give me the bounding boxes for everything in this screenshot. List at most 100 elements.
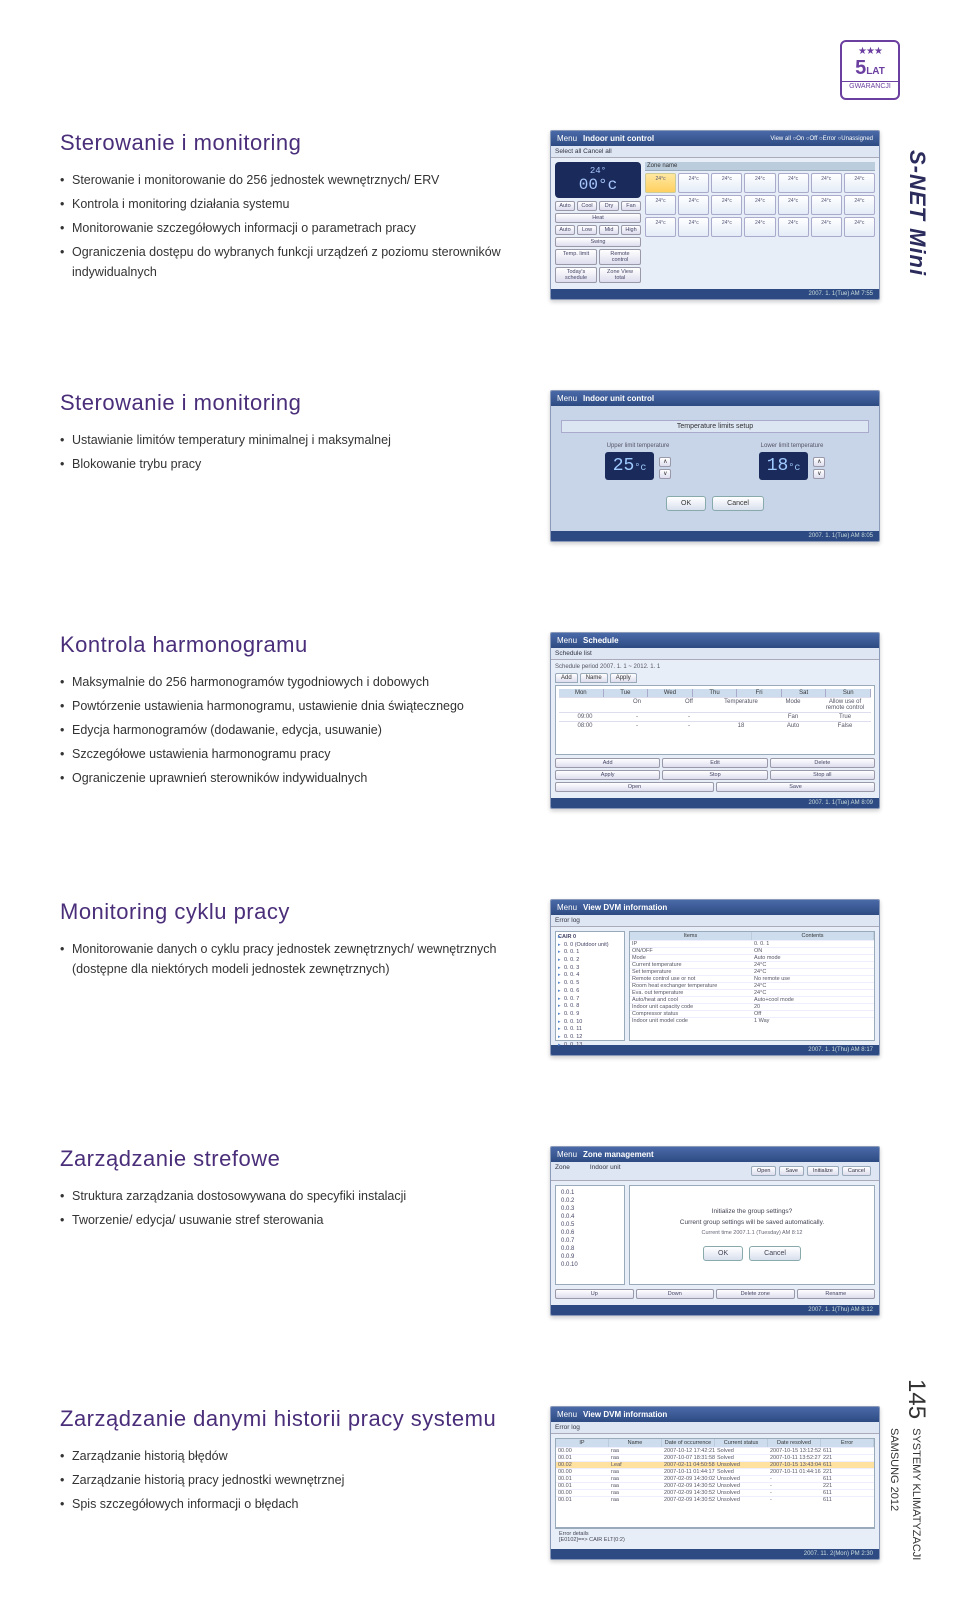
mock-indoor-control: Menu Indoor unit control View all ○On ○O… [550,130,880,300]
s6-b0: Zarządzanie historią błędów [60,1446,520,1466]
m3-tab-apply[interactable]: Apply [610,673,637,683]
m1-cell[interactable]: 24°c [678,173,709,193]
m1-btn-fan[interactable]: Fan [621,201,641,211]
s5-b0: Struktura zarządzania dostosowywana do s… [60,1186,520,1206]
side-label-page: 145 SYSTEMY KLIMATYZACJI SAMSUNG 2012 [887,1379,932,1560]
s6-title: Zarządzanie danymi historii pracy system… [60,1406,520,1432]
m1-cell[interactable]: 24°c [645,173,676,193]
m5-msg1: Initialize the group settings? [630,1208,874,1215]
down-button[interactable]: Down [636,1289,715,1299]
m1-cell[interactable]: 24°c [778,195,809,215]
m1-cell[interactable]: 24°c [811,195,842,215]
m1-cell[interactable]: 24°c [844,173,875,193]
m1-cell[interactable]: 24°c [811,217,842,237]
s1-b3: Ograniczenia dostępu do wybranych funkcj… [60,242,520,282]
m6-tab[interactable]: Error log [551,1422,879,1434]
up-button[interactable]: Up [555,1289,634,1299]
m1-btn-heat[interactable]: Heat [555,213,641,223]
ok-button[interactable]: OK [703,1246,743,1261]
m3-btn-save[interactable]: Save [716,782,875,792]
m3-tab-add[interactable]: Add [555,673,578,683]
m1-btn-swing[interactable]: Swing [555,237,641,247]
m6-footer: 2007. 11. 2(Mon) PM 2:30 [551,1549,879,1559]
m4-menu[interactable]: Menu [557,903,577,912]
save-button[interactable]: Save [779,1166,804,1176]
s1-list: Sterowanie i monitorowanie do 256 jednos… [60,170,520,282]
rename-button[interactable]: Rename [797,1289,876,1299]
down-arrow-icon[interactable]: ∨ [813,469,825,479]
s1-b2: Monitorowanie szczegółowych informacji o… [60,218,520,238]
m4-tab[interactable]: Error log [551,915,879,927]
m1-lbl-templimit[interactable]: Temp. limit [555,249,597,265]
m1-btn-dry[interactable]: Dry [599,201,619,211]
m3-btn-stopall[interactable]: Stop all [770,770,875,780]
m1-lbl-zoneview[interactable]: Zone View total [599,267,641,283]
m1-cell[interactable]: 24°c [744,217,775,237]
m1-cell[interactable]: 24°c [778,217,809,237]
cancel-button[interactable]: Cancel [842,1166,871,1176]
section-history-management: Zarządzanie danymi historii pracy system… [60,1406,900,1560]
delete-zone-button[interactable]: Delete zone [716,1289,795,1299]
m1-cell[interactable]: 24°c [778,173,809,193]
m2-banner: Temperature limits setup [561,420,869,433]
m1-btn-fauto[interactable]: Auto [555,225,575,235]
warranty-badge: ★★★ 5LAT GWARANCJI [840,40,900,100]
m3-btn-delete[interactable]: Delete [770,758,875,768]
m1-cell[interactable]: 24°c [744,173,775,193]
s3-title: Kontrola harmonogramu [60,632,520,658]
m1-lbl-schedule[interactable]: Today's schedule [555,267,597,283]
m1-lbl-remote[interactable]: Remote control [599,249,641,265]
m1-cell[interactable]: 24°c [678,195,709,215]
m1-cell[interactable]: 24°c [711,195,742,215]
m1-cell[interactable]: 24°c [678,217,709,237]
m3-btn-edit[interactable]: Edit [662,758,767,768]
mock-temp-limits: Menu Indoor unit control Temperature lim… [550,390,880,542]
m1-cell[interactable]: 24°c [711,173,742,193]
m5-menu[interactable]: Menu [557,1150,577,1159]
m1-btn-low[interactable]: Low [577,225,597,235]
m1-btn-cool[interactable]: Cool [577,201,597,211]
m6-menu[interactable]: Menu [557,1410,577,1419]
m2-lower-label: Lower limit temperature [759,443,826,449]
m1-menu[interactable]: Menu [557,134,577,143]
s2-title: Sterowanie i monitoring [60,390,520,416]
m3-btn-apply[interactable]: Apply [555,770,660,780]
m2-menu[interactable]: Menu [557,394,577,403]
m4-tree[interactable]: CAIR 0 0. 0 (Outdoor unit)0. 0. 1 0. 0. … [555,931,625,1041]
m1-cell[interactable]: 24°c [844,217,875,237]
m3-btn-add[interactable]: Add [555,758,660,768]
up-arrow-icon[interactable]: ∧ [813,457,825,467]
initialize-button[interactable]: Initialize [807,1166,839,1176]
badge-num: 5 [855,57,866,79]
down-arrow-icon[interactable]: ∨ [659,469,671,479]
m3-menu[interactable]: Menu [557,636,577,645]
s1-b1: Kontrola i monitoring działania systemu [60,194,520,214]
m3-btn-open[interactable]: Open [555,782,714,792]
m2-title: Indoor unit control [583,394,654,403]
m1-btn-high[interactable]: High [621,225,641,235]
m1-cell[interactable]: 24°c [844,195,875,215]
m1-cell[interactable]: 24°c [811,173,842,193]
mock-dvm-info: Menu View DVM information Error log CAIR… [550,899,880,1056]
m3-tab-name[interactable]: Name [580,673,608,683]
m1-btn-auto[interactable]: Auto [555,201,575,211]
m1-cell[interactable]: 24°c [744,195,775,215]
m1-cell[interactable]: 24°c [711,217,742,237]
m3-sub: Schedule list [551,648,879,660]
s1-b0: Sterowanie i monitorowanie do 256 jednos… [60,170,520,190]
ok-button[interactable]: OK [666,496,706,511]
open-button[interactable]: Open [751,1166,776,1176]
page-number: 145 [903,1379,930,1419]
m5-zone-list[interactable]: 0.0.10.0.2 0.0.30.0.4 0.0.50.0.6 0.0.70.… [555,1185,625,1285]
cancel-button[interactable]: Cancel [749,1246,801,1261]
cancel-button[interactable]: Cancel [712,496,764,511]
m3-btn-stop[interactable]: Stop [662,770,767,780]
section-zone-management: Zarządzanie strefowe Struktura zarządzan… [60,1146,900,1316]
s3-b0: Maksymalnie do 256 harmonogramów tygodni… [60,672,520,692]
m1-selectbar[interactable]: Select all Cancel all [551,146,879,158]
m1-cell[interactable]: 24°c [645,217,676,237]
m1-btn-mid[interactable]: Mid [599,225,619,235]
m1-cell[interactable]: 24°c [645,195,676,215]
s4-title: Monitoring cyklu pracy [60,899,520,925]
up-arrow-icon[interactable]: ∧ [659,457,671,467]
